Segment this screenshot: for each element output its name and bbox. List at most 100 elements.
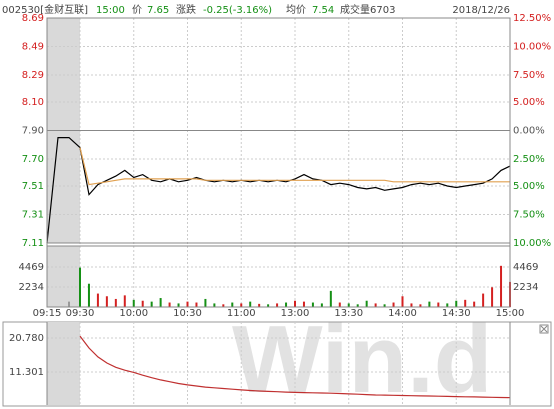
x-tick-label: 10:30	[173, 308, 202, 319]
volume-bar	[419, 304, 422, 307]
y-tick-label: 8.10	[22, 97, 44, 108]
y-tick-label: 8.49	[22, 41, 44, 52]
volume-bar	[177, 303, 180, 307]
y-tick-label: 11.301	[9, 367, 44, 378]
y2-tick-label: 12.50%	[513, 13, 551, 24]
y2-tick-label: 4469	[513, 262, 538, 273]
y-tick-label: 7.51	[22, 181, 44, 192]
volume-bar	[249, 301, 252, 307]
y-tick-label: 8.69	[22, 13, 44, 24]
volume-bar	[356, 304, 359, 307]
y-tick-label: 7.70	[22, 154, 44, 165]
volume-bar	[276, 303, 279, 307]
volume-bar	[320, 303, 323, 307]
volume-bar	[87, 283, 90, 307]
y-tick-label: 7.31	[22, 210, 44, 221]
y2-tick-label: 2.50%	[513, 154, 545, 165]
x-tick-label: 14:30	[442, 308, 471, 319]
volume-bar	[437, 302, 440, 307]
x-tick-label: 13:00	[281, 308, 310, 319]
volume-bar	[294, 300, 296, 307]
y2-tick-label: 7.50%	[513, 70, 545, 81]
y-tick-label: 7.90	[22, 126, 44, 137]
y2-tick-label: 10.00%	[513, 41, 551, 52]
y-tick-label: 2234	[19, 282, 44, 293]
x-tick-label: 15:00	[496, 308, 525, 319]
ratio-panel-frame	[2, 321, 552, 407]
y-tick-label: 7.11	[22, 238, 44, 249]
volume-bar	[231, 302, 234, 307]
x-tick-label: 09:30	[66, 308, 95, 319]
volume-bar	[240, 303, 243, 307]
volume-bar	[267, 304, 270, 307]
x-tick-label: 09:15	[33, 308, 62, 319]
y2-tick-label: 0.00%	[513, 126, 545, 137]
volume-bar	[383, 304, 386, 307]
volume-bar	[311, 302, 314, 307]
volume-bar	[150, 301, 153, 307]
volume-bar	[401, 296, 404, 307]
volume-bar	[186, 301, 189, 307]
volume-bar	[365, 300, 368, 307]
watermark: Win.d	[232, 306, 492, 409]
auction-shade	[47, 322, 80, 405]
line-series	[79, 147, 510, 186]
avg-label: 均价	[286, 4, 306, 16]
auction-shade	[47, 246, 80, 307]
volume-bar	[347, 303, 350, 307]
volume-bar	[482, 293, 485, 307]
y-tick-label: 8.29	[22, 70, 44, 81]
change: -0.25(-3.16%)	[203, 5, 272, 16]
x-tick-label: 11:00	[227, 308, 256, 319]
volume-bar	[114, 298, 117, 307]
change-label: 涨跌	[176, 3, 196, 16]
x-tick-label: 13:30	[334, 308, 363, 319]
volume-bar	[79, 267, 81, 307]
line-series	[79, 335, 511, 399]
y-tick-label: 4469	[19, 262, 44, 273]
volume-bar	[213, 303, 216, 307]
close-icon[interactable]	[539, 324, 549, 334]
volume-bar	[285, 302, 288, 307]
volume-bar	[464, 299, 467, 307]
volume-bar	[374, 303, 377, 307]
volume-bar	[446, 303, 449, 307]
volume-bar	[491, 287, 494, 307]
price-panel-frame	[46, 17, 511, 308]
avg: 7.54	[312, 5, 334, 16]
price-label: 价	[132, 4, 142, 16]
volume-bar	[329, 290, 332, 307]
volume-bar	[141, 300, 144, 307]
y2-tick-label: 5.00%	[513, 181, 545, 192]
date: 2018/12/26	[452, 5, 510, 16]
volume-bar	[338, 302, 341, 307]
volume-bar	[96, 293, 99, 307]
volume-bar	[473, 301, 476, 307]
volume-bar	[204, 298, 207, 307]
y2-tick-label: 7.50%	[513, 210, 545, 221]
volume-bar	[455, 300, 458, 307]
y-tick-label: 20.780	[9, 333, 44, 344]
x-tick-label: 14:00	[388, 308, 417, 319]
y2-tick-label: 2234	[513, 282, 538, 293]
volume-bar	[195, 302, 198, 307]
stock-code: 002530[金财互联]	[2, 3, 88, 16]
volume-bar	[500, 265, 503, 307]
volume-bar	[132, 299, 135, 307]
time: 15:00	[96, 5, 125, 16]
close-icon-x[interactable]	[540, 325, 548, 333]
volume-label: 成交量	[340, 3, 370, 16]
volume: 6703	[370, 5, 395, 16]
volume-bar	[68, 301, 70, 307]
volume-bar	[392, 302, 395, 307]
volume-bar	[302, 301, 305, 307]
price: 7.65	[147, 5, 169, 16]
volume-bar	[168, 302, 171, 307]
volume-bar	[258, 303, 261, 307]
volume-bar	[105, 296, 108, 307]
line-series	[46, 137, 511, 244]
volume-bar	[159, 298, 162, 307]
